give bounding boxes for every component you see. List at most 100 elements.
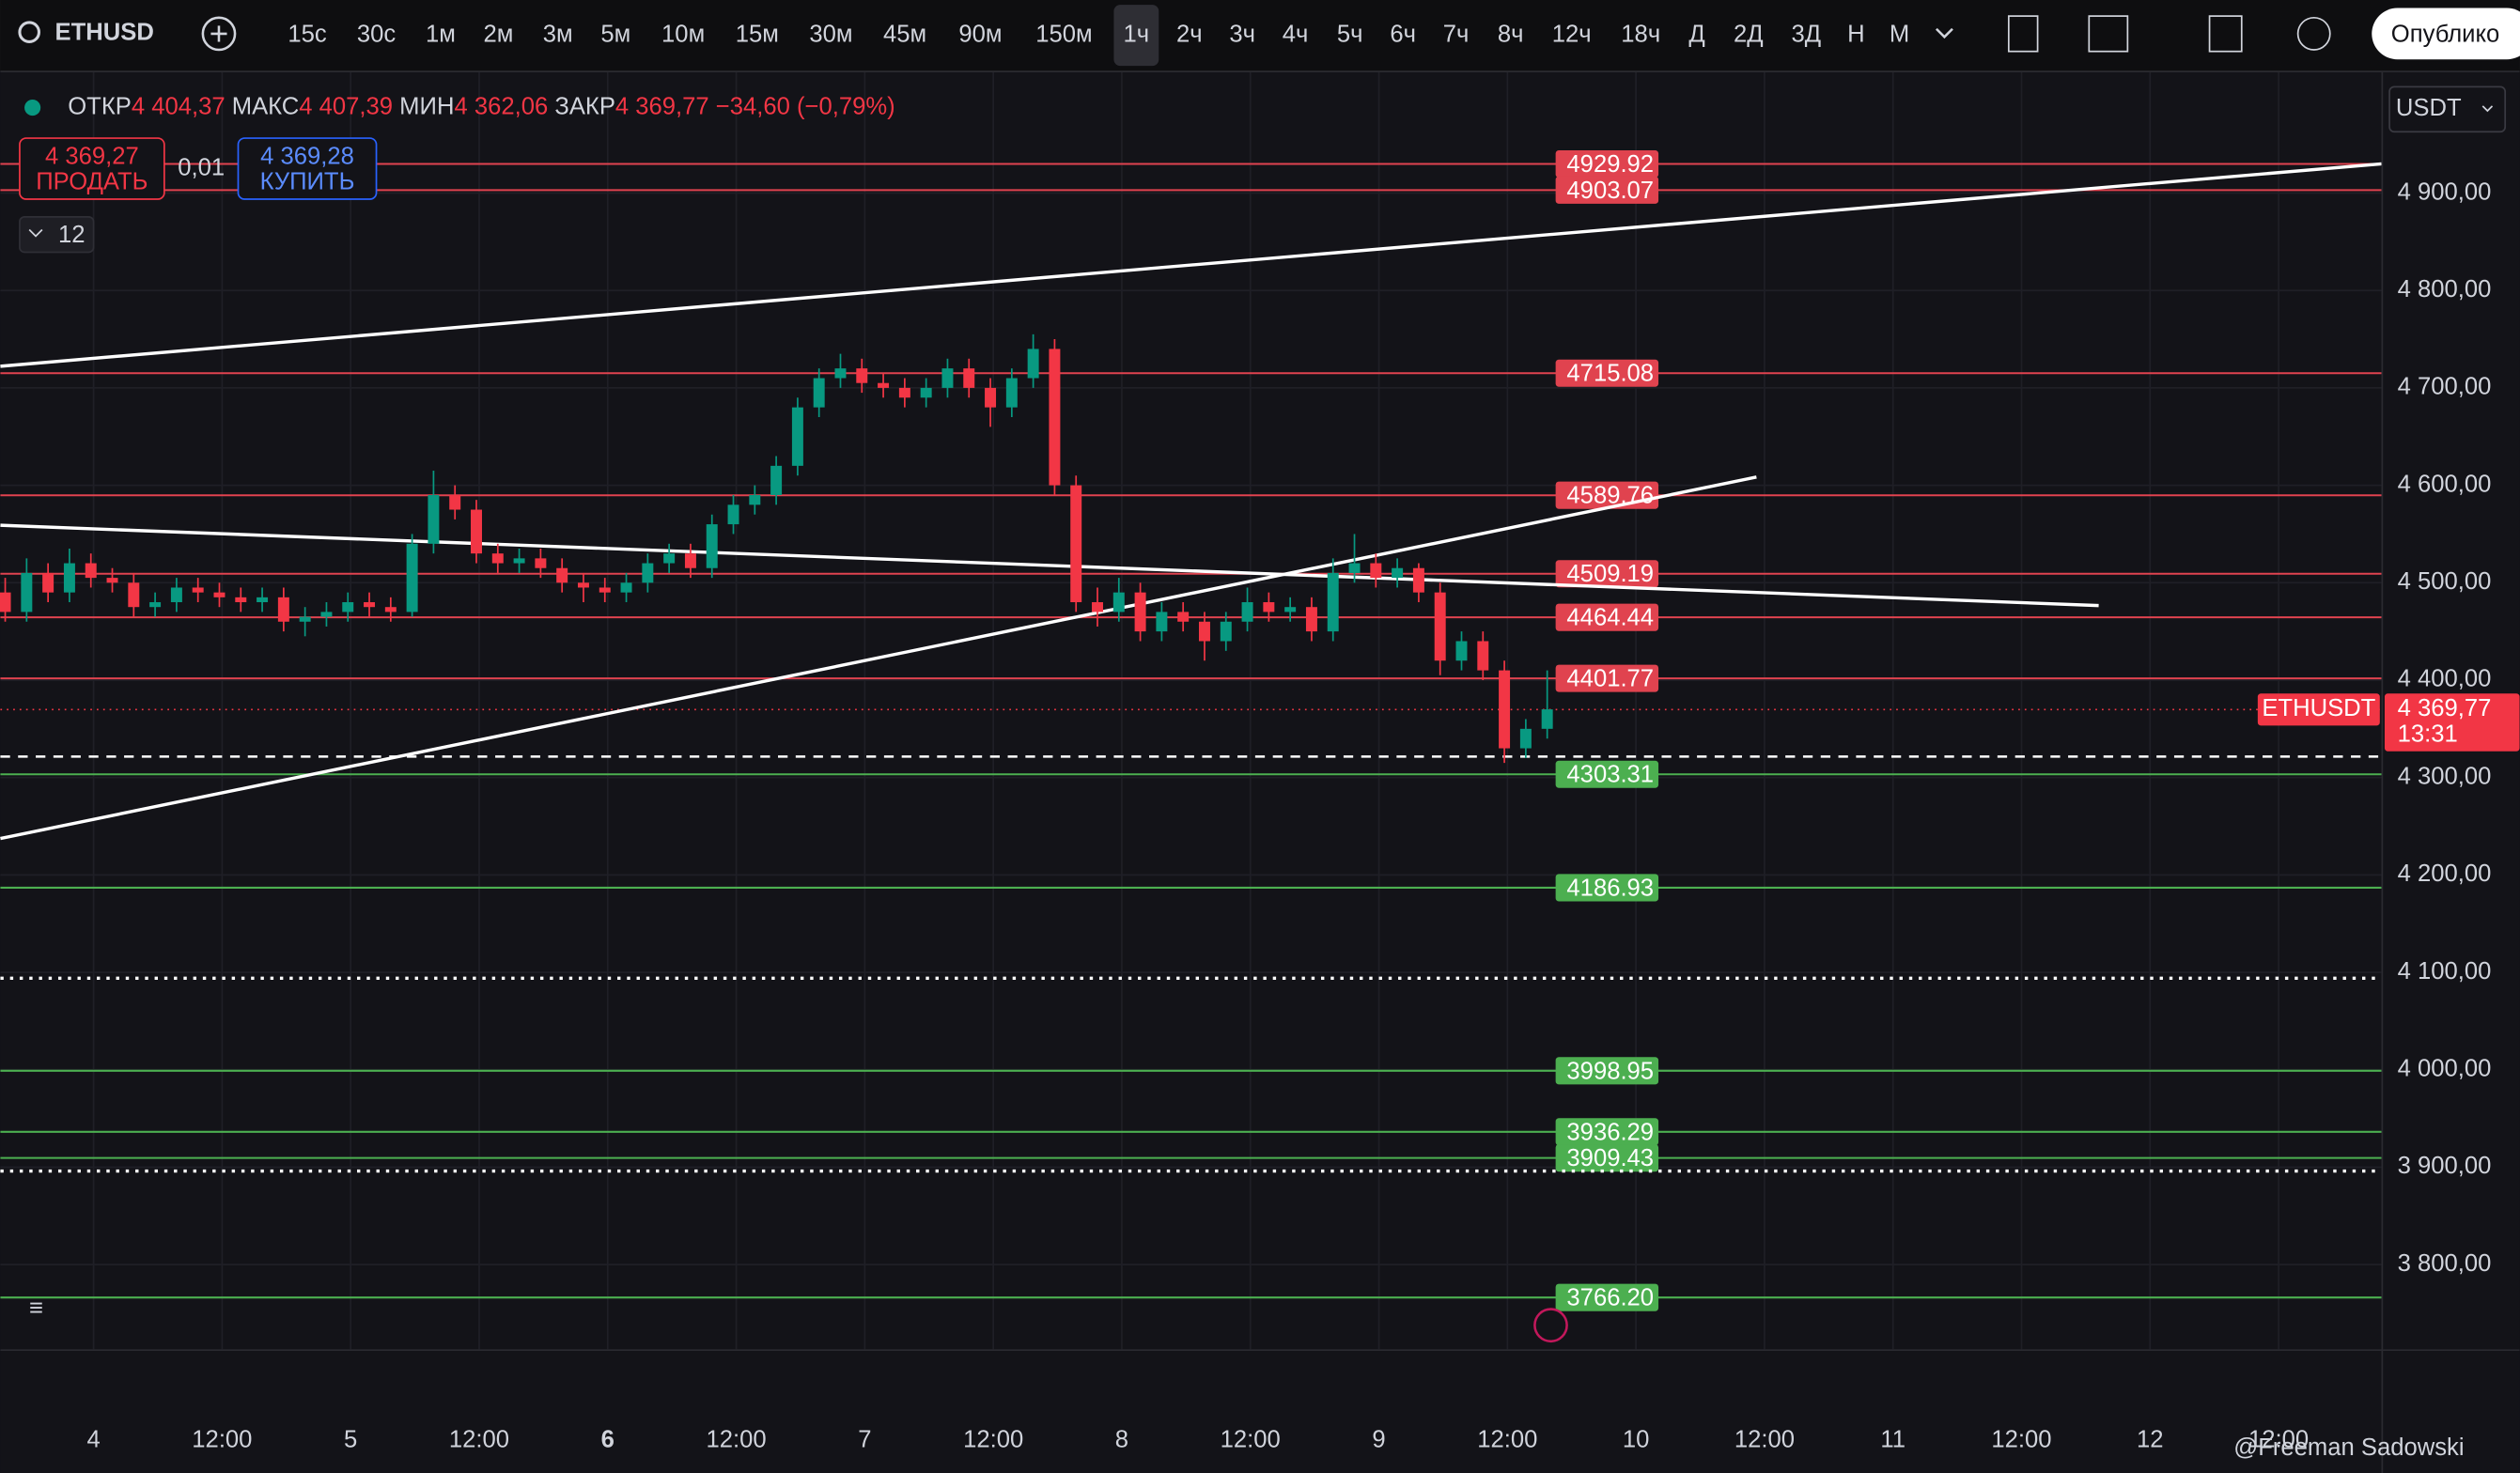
candle-body xyxy=(985,387,997,408)
interval[interactable]: 1ч xyxy=(1124,21,1150,47)
candle-body xyxy=(128,582,140,608)
candle-body xyxy=(642,563,654,583)
y-tick-label: 4 100,00 xyxy=(2398,958,2492,985)
y-tick-label: 4 000,00 xyxy=(2398,1056,2492,1082)
candle-body xyxy=(663,553,676,564)
active-interval[interactable] xyxy=(1113,5,1159,67)
interval[interactable]: Д xyxy=(1688,21,1704,47)
interval[interactable]: 150м xyxy=(1035,21,1092,47)
candle-body xyxy=(599,587,611,593)
support-label: 3998.95 xyxy=(1566,1058,1654,1084)
candle-body xyxy=(1455,641,1468,661)
candle-body xyxy=(920,387,932,398)
candle-body xyxy=(1434,592,1446,661)
add-symbol[interactable] xyxy=(201,16,237,52)
candle-body xyxy=(449,494,461,510)
interval[interactable]: М xyxy=(1890,21,1909,47)
trend-line[interactable] xyxy=(0,162,2382,368)
search-icon[interactable] xyxy=(18,21,40,43)
interval[interactable]: 18ч xyxy=(1621,21,1660,47)
interval[interactable]: 5ч xyxy=(1337,21,1363,47)
interval[interactable]: 6ч xyxy=(1390,21,1416,47)
candle-body xyxy=(1392,567,1404,579)
layout-icon[interactable] xyxy=(2208,15,2243,53)
x-tick-label: 10 xyxy=(1623,1427,1650,1453)
interval[interactable]: 3Д xyxy=(1792,21,1822,47)
alert-icon[interactable] xyxy=(2296,16,2331,51)
candle-body xyxy=(684,553,696,568)
trend-line[interactable] xyxy=(0,475,1757,841)
interval[interactable]: 5м xyxy=(600,21,630,47)
x-tick-label: 5 xyxy=(344,1427,357,1453)
buy-button[interactable] xyxy=(237,137,378,200)
interval[interactable]: 90м xyxy=(958,21,1002,47)
interval[interactable]: 2м xyxy=(484,21,514,47)
interval[interactable]: 30м xyxy=(809,21,852,47)
candle-body xyxy=(1134,592,1146,632)
more-intervals[interactable] xyxy=(1935,27,1953,39)
sell-price[interactable]: 4 369,27 xyxy=(45,143,139,169)
interval[interactable]: 2Д xyxy=(1734,21,1764,47)
interval[interactable]: 3м xyxy=(543,21,573,47)
y-tick-label: 4 600,00 xyxy=(2398,471,2492,497)
event-icon[interactable] xyxy=(1533,1308,1568,1343)
interval[interactable]: 3ч xyxy=(1229,21,1255,47)
interval[interactable]: 15м xyxy=(736,21,779,47)
publish-label[interactable]: Опублико xyxy=(2391,21,2499,47)
indicators-count[interactable]: 12 xyxy=(58,222,86,248)
candle-body xyxy=(1005,378,1018,408)
candle-body xyxy=(1220,621,1232,642)
interval[interactable]: 30с xyxy=(357,21,397,47)
currency-select[interactable] xyxy=(2388,85,2507,133)
buy-price[interactable]: 4 369,28 xyxy=(260,143,354,169)
interval[interactable]: 45м xyxy=(883,21,926,47)
sell-label[interactable]: ПРОДАТЬ xyxy=(36,169,148,195)
symbol-tag xyxy=(2257,693,2380,726)
indicators-icon[interactable] xyxy=(2088,15,2129,53)
interval[interactable]: 2ч xyxy=(1176,21,1203,47)
candle-body xyxy=(749,494,761,505)
interval[interactable]: 7ч xyxy=(1443,21,1470,47)
candle-body xyxy=(0,592,11,612)
y-tick-label: 4 900,00 xyxy=(2398,178,2492,205)
interval[interactable]: 4ч xyxy=(1283,21,1309,47)
interval[interactable]: Н xyxy=(1847,21,1865,47)
interval[interactable]: 12ч xyxy=(1552,21,1592,47)
interval-bar: 15с 30с 1м 2м 3м 5м 10м 15м 30м 45м 90м 150м 1ч 2ч 3ч 4… xyxy=(288,5,1909,67)
open-value: 4 404,37 xyxy=(132,93,226,119)
chart-type-icon[interactable] xyxy=(2007,15,2039,53)
candle-body xyxy=(791,407,803,466)
candle-body xyxy=(1263,602,1275,612)
candle-body xyxy=(213,592,226,597)
resistance-tag xyxy=(1555,359,1659,387)
currency[interactable]: USDT xyxy=(2396,95,2462,121)
x-tick-label: 12:00 xyxy=(1221,1427,1281,1453)
candle-body xyxy=(535,558,547,568)
publish-button[interactable] xyxy=(2372,8,2520,60)
candle-body xyxy=(106,578,118,583)
support-tag xyxy=(1555,1283,1659,1311)
interval[interactable]: 8ч xyxy=(1498,21,1524,47)
x-tick-label: 12:00 xyxy=(963,1427,1023,1453)
x-tick-label: 12:00 xyxy=(1477,1427,1537,1453)
symbol[interactable]: ETHUSD xyxy=(55,20,154,46)
change: −34,60 (−0,79%) xyxy=(716,93,895,119)
indicators-toggle[interactable] xyxy=(19,215,95,254)
interval[interactable]: 1м xyxy=(426,21,456,47)
x-tick-label: 12:00 xyxy=(449,1427,509,1453)
candle-body xyxy=(878,382,890,388)
interval[interactable]: 15с xyxy=(288,21,327,47)
candle-body xyxy=(1412,567,1424,593)
resistance-label: 4929.92 xyxy=(1566,151,1654,178)
candle-body xyxy=(320,612,333,617)
high-label: МАКС xyxy=(232,93,300,119)
interval[interactable]: 10м xyxy=(661,21,705,47)
candles xyxy=(0,333,1553,764)
resistance-label: 4464.44 xyxy=(1566,605,1654,631)
sell-button[interactable] xyxy=(19,137,165,200)
trend-line[interactable] xyxy=(0,523,2099,608)
support-label: 4303.31 xyxy=(1566,762,1654,788)
buy-label[interactable]: КУПИТЬ xyxy=(260,169,355,195)
candle-body xyxy=(491,553,504,564)
